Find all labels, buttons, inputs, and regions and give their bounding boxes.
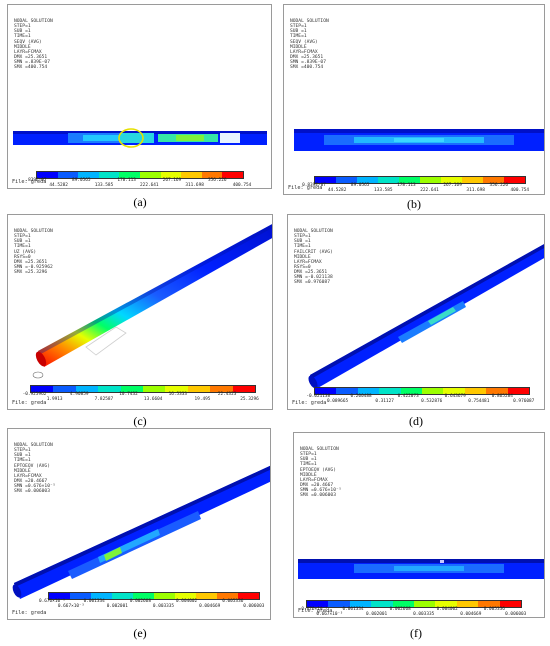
panel-f: NODAL SOLUTION STEP=1 SUB =1 TIME=1 EPTOEQV … [293, 432, 545, 618]
panel-b: NODAL SOLUTION STEP=1 SUB =1 TIME=1 SEQV (AV… [283, 4, 545, 195]
panel-e-legend-bar [48, 592, 260, 600]
caption-d: (d) [409, 414, 423, 428]
panel-d-model [308, 244, 544, 389]
panel-f-info: NODAL SOLUTION STEP=1 SUB =1 TIME=1 EPTOEQV … [300, 447, 342, 499]
caption-e: (e) [133, 626, 147, 640]
panel-c-info: NODAL SOLUTION STEP=1 SUB =1 TIME=1 UZ (AVG)… [14, 229, 53, 275]
panel-b-file: File: greda [288, 185, 323, 191]
panel-c-file: File: greda [12, 400, 47, 406]
panel-a-info: NODAL SOLUTION STEP=1 SUB =1 TIME=1 SEQV (AV… [14, 19, 53, 71]
panel-f-file: File: greda [298, 608, 333, 614]
panel-d-legend-bar [314, 387, 530, 395]
panel-b-legend-bar [314, 176, 526, 184]
panel-c-legend-bar [30, 385, 256, 393]
panel-d-info: NODAL SOLUTION STEP=1 SUB =1 TIME=1 FAILCRIT… [294, 229, 333, 286]
caption-b: (b) [407, 197, 421, 211]
caption-a: (a) [133, 195, 147, 209]
panel-f-model [298, 559, 544, 579]
panel-a-model [13, 128, 267, 148]
panel-f-legend-bar [306, 600, 522, 608]
panel-a-file: File: greda [12, 179, 47, 185]
caption-f: (f) [410, 626, 422, 640]
panel-e-info: NODAL SOLUTION STEP=1 SUB =1 TIME=1 EPTOEQV … [14, 443, 56, 495]
panel-d-file: File: greda [292, 400, 327, 406]
panel-a: NODAL SOLUTION STEP=1 SUB =1 TIME=1 SEQV (AV… [7, 4, 272, 189]
panel-b-info: NODAL SOLUTION STEP=1 SUB =1 TIME=1 SEQV (AV… [290, 19, 329, 71]
caption-c: (c) [133, 414, 147, 428]
panel-a-legend-bar [36, 171, 244, 179]
panel-e: NODAL SOLUTION STEP=1 SUB =1 TIME=1 EPTOEQV … [7, 428, 271, 620]
panel-c: NODAL SOLUTION STEP=1 SUB =1 TIME=1 UZ (AVG)… [7, 214, 273, 410]
panel-b-model [294, 129, 544, 151]
panel-e-model [12, 465, 270, 599]
panel-d: NODAL SOLUTION STEP=1 SUB =1 TIME=1 FAILCRIT… [287, 214, 545, 410]
panel-e-file: File: greda [12, 610, 47, 616]
panel-c-model [32, 224, 272, 379]
